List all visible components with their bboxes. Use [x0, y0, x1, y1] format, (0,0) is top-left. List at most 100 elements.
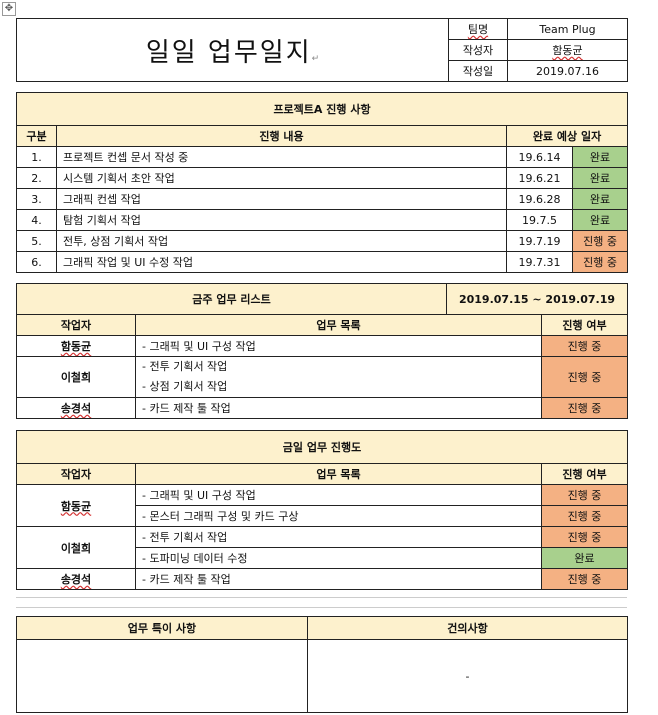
table-row: 6. 그래픽 작업 및 UI 수정 작업 19.7.31 진행 중: [16, 251, 629, 273]
page-divider: [16, 607, 627, 608]
team-label: 팀명: [467, 23, 489, 36]
suggestions-label: 건의사항: [447, 622, 488, 635]
document-title: 일일 업무일지: [145, 37, 312, 68]
row-date: 19.6.14: [506, 146, 573, 168]
row-date: 19.6.28: [506, 188, 573, 210]
daily-col-worker: 작업자: [16, 463, 136, 485]
worker-name: 송경석: [16, 568, 136, 590]
status-badge: 진행 중: [541, 526, 628, 548]
status-badge: 진행 중: [571, 251, 629, 273]
table-row: 2. 시스템 기획서 초안 작업 19.6.21 완료: [16, 167, 629, 189]
daily-title: 금일 업무 진행도: [282, 441, 362, 454]
status-badge: 진행 중: [541, 397, 628, 419]
author-label-cell: 작성자: [448, 39, 508, 61]
table-row: 3. 그래픽 컨셉 작업 19.6.28 완료: [16, 188, 629, 210]
table-row: - 도파미닝 데이터 수정 완료: [17, 547, 628, 569]
row-content: 그래픽 컨셉 작업: [56, 188, 507, 210]
weekly-col-status: 진행 여부: [541, 314, 628, 336]
status-badge: 진행 중: [541, 484, 628, 506]
task-item: - 도파미닝 데이터 수정: [135, 547, 542, 569]
table-row: 송경석 - 카드 제작 툴 작업 진행 중: [16, 568, 628, 590]
row-number: 3.: [16, 188, 57, 210]
date-label-cell: 작성일: [448, 60, 508, 82]
worker-name: 이철희: [16, 356, 136, 398]
document-title-cell: 일일 업무일지↵: [16, 18, 449, 82]
status-badge: 완료: [571, 167, 629, 189]
team-label-cell: 팀명: [448, 18, 508, 40]
suggestions-input[interactable]: -: [307, 639, 628, 713]
worker-name: 이철희: [16, 526, 136, 569]
task-item: - 전투 기획서 작업: [135, 526, 542, 548]
status-badge: 완료: [541, 547, 628, 569]
status-badge: 진행 중: [541, 505, 628, 527]
row-date: 19.7.5: [506, 209, 573, 231]
weekly-col-tasks: 업무 목록: [135, 314, 542, 336]
col-tasks-label: 업무 목록: [316, 319, 361, 332]
table-row: 4. 탐험 기획서 작업 19.7.5 완료: [16, 209, 629, 231]
weekly-table: 금주 업무 리스트 2019.07.15 ~ 2019.07.19 작업자 업무…: [16, 283, 628, 419]
row-number: 1.: [16, 146, 57, 168]
worker-name-text: 함동균: [60, 340, 92, 353]
task-item-text: - 도파미닝 데이터 수정: [142, 552, 248, 565]
project-col-no: 구분: [16, 125, 57, 147]
row-content: 프로젝트 컨셉 문서 작성 중: [56, 146, 507, 168]
worker-name: 함동균: [16, 335, 136, 357]
col-no-label: 구분: [26, 130, 47, 143]
worker-name-text: 이철희: [60, 541, 92, 555]
author-value: 함동균: [552, 44, 583, 57]
table-row: 송경석 - 카드 제작 툴 작업 진행 중: [16, 397, 628, 419]
worker-name-text: 이철희: [60, 371, 92, 384]
row-content: 시스템 기획서 초안 작업: [56, 167, 507, 189]
header-table: 일일 업무일지↵ 팀명 Team Plug 작성자 함동균 작성일 2019.0…: [16, 18, 628, 82]
weekly-period: 2019.07.15 ~ 2019.07.19: [458, 292, 616, 306]
table-row: 이철희 - 전투 기획서 작업 진행 중: [16, 526, 628, 569]
worker-name-text: 송경석: [60, 402, 92, 415]
col-worker-label: 작업자: [60, 468, 92, 481]
task-item: - 카드 제작 툴 작업: [135, 568, 542, 590]
task-item: - 그래픽 및 UI 구성 작업: [135, 335, 542, 357]
project-table: 프로젝트A 진행 사항 구분 진행 내용 완료 예상 일자 1. 프로젝트 컨셉…: [15, 92, 629, 273]
col-status-label: 진행 여부: [562, 319, 607, 332]
row-date: 19.7.31: [506, 251, 573, 273]
row-content: 전투, 상점 기획서 작업: [56, 230, 507, 252]
author-value-cell: 함동균: [507, 39, 628, 61]
task-item: - 그래픽 및 UI 구성 작업: [135, 484, 542, 506]
special-notes-input[interactable]: [16, 639, 308, 713]
weekly-period-cell: 2019.07.15 ~ 2019.07.19: [446, 283, 628, 315]
table-row: 1. 프로젝트 컨셉 문서 작성 중 19.6.14 완료: [16, 146, 629, 168]
worker-name-text: 함동균: [60, 499, 92, 513]
daily-table: 금일 업무 진행도 작업자 업무 목록 진행 여부 함동균 - 그래픽 및 UI…: [16, 430, 628, 590]
table-row: 함동균 - 그래픽 및 UI 구성 작업 진행 중: [16, 484, 628, 527]
task-item: - 상점 기획서 작업: [142, 380, 228, 393]
row-date: 19.7.19: [506, 230, 573, 252]
table-move-handle[interactable]: ✥: [2, 2, 16, 16]
table-row: 이철희 - 전투 기획서 작업 - 상점 기획서 작업 진행 중: [16, 356, 628, 398]
author-label: 작성자: [462, 44, 494, 57]
row-date: 19.6.21: [506, 167, 573, 189]
project-title-cell: 프로젝트A 진행 사항: [15, 92, 629, 126]
status-badge: 진행 중: [541, 568, 628, 590]
status-badge: 완료: [571, 188, 629, 210]
task-item-group: - 전투 기획서 작업 - 상점 기획서 작업: [135, 356, 542, 398]
paragraph-mark: ↵: [311, 53, 320, 64]
daily-title-cell: 금일 업무 진행도: [16, 430, 628, 464]
weekly-col-worker: 작업자: [16, 314, 136, 336]
row-number: 4.: [16, 209, 57, 231]
team-value: Team Plug: [539, 22, 596, 36]
task-item: - 카드 제작 툴 작업: [135, 397, 542, 419]
row-content: 그래픽 작업 및 UI 수정 작업: [56, 251, 507, 273]
worker-name-text: 송경석: [60, 573, 92, 586]
daily-col-status: 진행 여부: [541, 463, 628, 485]
row-number: 5.: [16, 230, 57, 252]
col-worker-label: 작업자: [60, 319, 92, 332]
status-badge: 진행 중: [541, 356, 628, 398]
col-due-label: 완료 예상 일자: [532, 130, 602, 143]
table-row: - 몬스터 그래픽 구성 및 카드 구상 진행 중: [17, 505, 628, 527]
notes-table: 업무 특이 사항 건의사항 -: [16, 616, 628, 713]
project-col-due: 완료 예상 일자: [505, 125, 629, 147]
task-item: - 전투 기획서 작업: [142, 360, 228, 373]
project-col-content: 진행 내용: [56, 125, 507, 147]
status-badge: 완료: [571, 209, 629, 231]
page-divider: [16, 597, 627, 598]
status-badge: 진행 중: [571, 230, 629, 252]
